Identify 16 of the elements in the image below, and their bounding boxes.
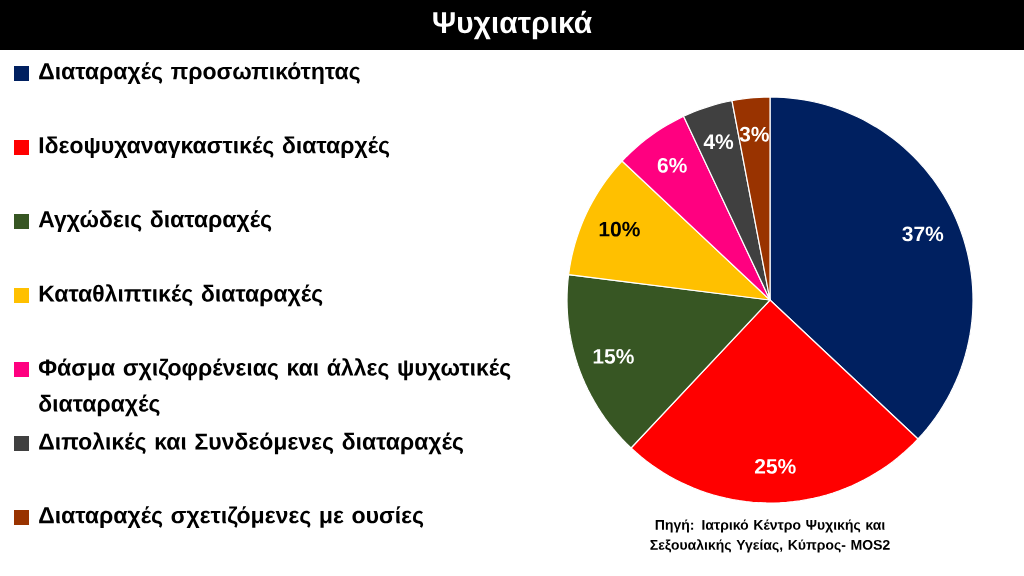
text: Πηγή: Ιατρικό Κέντρο Ψυχικής και Σεξουαλικής Υγείας, Κύπρος- MOS2 [650,519,890,553]
legend-label: Αγχώδεις διαταραχές [38,210,272,232]
legend-label: Καταθλιπτικές διαταραχές [39,284,323,307]
legend-label: Ιδεοψυχαναγκαστικές διαταρχές [39,136,390,158]
legend-label: Φάσμα σχιζοφρένειας και άλλες ψυχωτικές διαταραχές [38,358,511,417]
data-label: 4% [703,134,734,150]
legend-label: Διπολικές και Συνδεόμενες διαταραχές [39,432,464,455]
data-label: 6% [657,157,687,173]
data-label: 25% [754,458,796,474]
data-label: 37% [902,226,944,242]
data-label: 3% [739,126,769,142]
chart-title: Ψυχιατρικά [433,10,592,40]
legend-label: Διαταραχές προσωπικότητας [39,62,360,84]
data-label: 10% [599,221,640,237]
data-label: 15% [593,348,634,364]
legend-label: Διαταραχές σχετιζόμενες με ουσίες [39,506,424,528]
